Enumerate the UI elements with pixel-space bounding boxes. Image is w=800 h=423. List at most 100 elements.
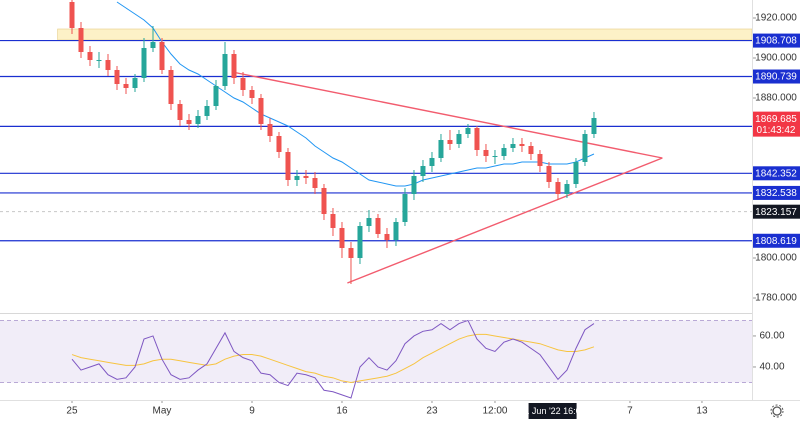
candle-body xyxy=(456,134,462,144)
last-price-label: 1869.685 xyxy=(755,114,797,125)
level-label-box xyxy=(752,233,800,248)
candle-body xyxy=(519,144,525,146)
candle-body xyxy=(546,166,552,182)
candle-body xyxy=(411,176,417,194)
candle-body xyxy=(168,70,174,104)
candle-body xyxy=(312,178,318,188)
candle-body xyxy=(267,124,273,136)
last-price-box xyxy=(752,111,800,137)
candle-body xyxy=(330,214,336,228)
candle-body xyxy=(537,154,543,166)
candle-body xyxy=(366,218,372,226)
candle-body xyxy=(96,60,102,61)
y-tick-label: 1800.000 xyxy=(755,253,797,264)
candle-body xyxy=(348,248,354,258)
y-tick-label: 1920.000 xyxy=(755,13,797,24)
settings-icon[interactable] xyxy=(770,404,784,418)
candle-body xyxy=(339,228,345,248)
candle-body xyxy=(78,28,84,52)
crosshair-x-box xyxy=(528,403,577,419)
candle-body xyxy=(420,166,426,176)
candle-body xyxy=(294,176,300,180)
crosshair-x-label: 01 Jun '22 16:00 xyxy=(519,406,585,416)
candle-body xyxy=(393,222,399,240)
candle-body xyxy=(465,128,471,134)
candle-body xyxy=(87,52,93,60)
y-tick-label: 1880.000 xyxy=(755,93,797,104)
price-pane xyxy=(0,0,752,284)
level-label: 1908.708 xyxy=(755,36,797,47)
candle-body xyxy=(231,54,237,78)
candle-body xyxy=(276,136,282,152)
candle-body xyxy=(474,128,480,150)
marker-level-label: 1823.157 xyxy=(755,207,797,218)
y-tick-label: 1780.000 xyxy=(755,293,797,304)
candle-body xyxy=(123,84,129,88)
candle-body xyxy=(303,176,309,178)
candle-body xyxy=(384,234,390,240)
candle-body xyxy=(555,182,561,194)
candle-body xyxy=(483,150,489,156)
rsi-pane xyxy=(0,319,752,399)
candle-body xyxy=(402,194,408,222)
x-tick-label: 12:00 xyxy=(482,406,507,417)
rsi-band xyxy=(0,320,752,383)
candle-body xyxy=(69,2,75,28)
candle-body xyxy=(429,158,435,166)
level-label-box xyxy=(752,185,800,200)
rsi-ma-line xyxy=(71,333,595,383)
level-label-box xyxy=(752,69,800,84)
candle-body xyxy=(114,70,120,84)
level-label-box xyxy=(752,33,800,48)
x-tick-label: 23 xyxy=(426,406,438,417)
level-label-box xyxy=(752,166,800,181)
x-tick-label: 13 xyxy=(696,406,708,417)
candle-body xyxy=(258,98,264,124)
x-tick-label: 25 xyxy=(66,406,78,417)
candle-body xyxy=(204,106,210,116)
candle-body xyxy=(222,54,228,86)
candle-body xyxy=(582,134,588,162)
candle-body xyxy=(150,42,156,48)
candle-body xyxy=(573,162,579,184)
candle-body xyxy=(132,78,138,88)
x-tick-label: May xyxy=(153,406,172,417)
candle-body xyxy=(195,116,201,124)
level-label: 1842.352 xyxy=(755,168,797,179)
candle-body xyxy=(321,188,327,214)
level-label: 1808.619 xyxy=(755,236,797,247)
candle-body xyxy=(249,90,255,98)
candle-body xyxy=(159,42,165,70)
candle-body xyxy=(357,226,363,258)
candle-body xyxy=(492,156,498,157)
rsi-line xyxy=(71,319,595,399)
level-label: 1832.538 xyxy=(755,188,797,199)
candle-body xyxy=(564,184,570,194)
rsi-y-tick-label: 40.00 xyxy=(759,362,784,373)
candle-body xyxy=(105,60,111,70)
candle-body xyxy=(213,86,219,106)
candle-body xyxy=(510,144,516,148)
candle-body xyxy=(528,146,534,154)
axes: 1780.000 1800.000 1880.000 1900.000 1920.000… xyxy=(66,13,800,419)
candle-body xyxy=(177,104,183,120)
marker-level-label-box xyxy=(752,204,800,219)
candle-body xyxy=(447,140,453,144)
countdown-label: 01:43:42 xyxy=(757,125,796,136)
rsi-y-tick-label: 60.00 xyxy=(759,331,784,342)
moving-average xyxy=(116,1,595,187)
x-tick-label: 16 xyxy=(336,406,348,417)
trendline xyxy=(347,157,663,284)
candle-body xyxy=(591,118,597,134)
candle-body xyxy=(141,48,147,78)
candle-body xyxy=(285,152,291,180)
x-tick-label: 9 xyxy=(249,406,255,417)
x-tick-label: 7 xyxy=(627,406,633,417)
candle-body xyxy=(186,120,192,124)
level-label: 1890.739 xyxy=(755,72,797,83)
candle-body xyxy=(501,148,507,156)
candle-body xyxy=(438,140,444,158)
trendline xyxy=(232,71,663,159)
y-tick-label: 1900.000 xyxy=(755,53,797,64)
